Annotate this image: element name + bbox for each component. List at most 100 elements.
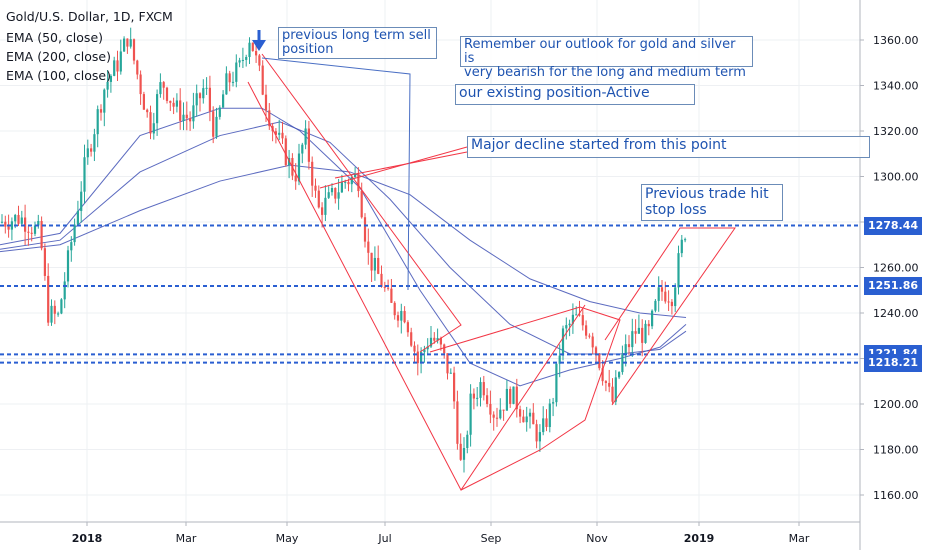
- candle-body: [17, 214, 20, 224]
- price-level-label: 1251.86: [864, 277, 922, 296]
- rising-channel: [604, 227, 736, 406]
- price-tick-label: 1360.00: [873, 34, 919, 47]
- candle-body: [466, 434, 469, 448]
- candle-body: [172, 102, 175, 107]
- candle-body: [80, 191, 83, 211]
- candle-body: [43, 248, 46, 276]
- candle-body: [410, 332, 413, 346]
- candle-body: [509, 388, 512, 404]
- price-level-label: 1218.21: [864, 353, 922, 372]
- candle-body: [489, 403, 492, 415]
- price-tick-label: 1180.00: [873, 444, 919, 457]
- candle-body: [360, 191, 363, 218]
- candle-body: [486, 395, 489, 404]
- candle-body: [159, 82, 162, 95]
- candle-body: [205, 87, 208, 89]
- candle-body: [482, 382, 485, 396]
- candle-body: [231, 81, 235, 83]
- candle-body: [321, 207, 324, 215]
- candle-body: [426, 346, 429, 350]
- candle-body: [393, 302, 396, 316]
- note-major-decline: Major decline started from this point: [467, 136, 870, 158]
- candle-body: [538, 432, 541, 442]
- candle-body: [344, 181, 347, 183]
- candle-body: [255, 50, 258, 56]
- candle-body: [33, 225, 37, 234]
- candle-body: [502, 409, 505, 411]
- downtrend-channel-upper: [261, 53, 462, 353]
- candle-body: [149, 112, 152, 134]
- candle-body: [400, 310, 403, 321]
- candle-body: [667, 301, 670, 303]
- candle-body: [660, 287, 664, 292]
- candle-body: [459, 443, 462, 460]
- candle-body: [657, 287, 660, 301]
- candle-body: [495, 417, 499, 419]
- time-tick-label: 2018: [72, 532, 103, 545]
- candle-body: [664, 291, 667, 302]
- candle-body: [314, 185, 317, 191]
- candle-body: [469, 393, 472, 435]
- candle-body: [571, 314, 574, 324]
- candle-body: [93, 134, 96, 152]
- candle-body: [136, 60, 139, 75]
- candle-body: [7, 226, 10, 230]
- candle-body: [297, 153, 301, 182]
- candle-body: [96, 109, 99, 135]
- candle-body: [654, 300, 657, 311]
- candle-body: [317, 190, 320, 208]
- candle-body: [73, 224, 76, 243]
- candle-body: [129, 39, 132, 47]
- candle-body: [367, 241, 370, 253]
- price-tick-label: 1300.00: [873, 171, 919, 184]
- ema-line: [0, 164, 687, 319]
- candle-body: [449, 372, 452, 374]
- candle-body: [57, 313, 60, 315]
- price-tick-label: 1320.00: [873, 125, 919, 138]
- candle-body: [413, 345, 416, 352]
- candle-body: [542, 418, 545, 433]
- candle-body: [66, 250, 70, 282]
- candle-body: [245, 56, 248, 60]
- time-tick-label: Mar: [789, 532, 810, 545]
- time-tick-label: May: [276, 532, 299, 545]
- candle-body: [4, 221, 7, 227]
- candle-body: [423, 349, 426, 353]
- candle-body: [525, 416, 528, 423]
- candle-body: [175, 100, 178, 107]
- candle-body: [380, 273, 383, 287]
- candle-body: [581, 315, 584, 326]
- candle-body: [680, 239, 683, 254]
- candle-body: [301, 144, 304, 154]
- note-previous-sell: previous long term sell position: [278, 27, 437, 59]
- candle-body: [53, 305, 56, 314]
- candle-body: [370, 252, 373, 271]
- candle-body: [420, 352, 423, 364]
- trendline-drawings: [247, 30, 736, 491]
- sell-arrow-icon: [252, 30, 266, 51]
- candle-body: [453, 372, 456, 402]
- candle-body: [274, 131, 277, 135]
- price-tick-label: 1260.00: [873, 262, 919, 275]
- candle-body: [565, 325, 568, 329]
- candle-body: [561, 328, 565, 356]
- candle-body: [294, 175, 297, 182]
- legend-ema200: EMA (200, close): [6, 49, 111, 64]
- candle-body: [10, 221, 13, 230]
- candle-body: [624, 344, 627, 355]
- candle-body: [406, 322, 409, 333]
- candle-body: [354, 173, 357, 178]
- candle-body: [222, 94, 225, 108]
- decline-pointer-2: [334, 151, 468, 179]
- candle-body: [50, 305, 53, 323]
- candle-body: [83, 157, 86, 192]
- candle-body: [522, 416, 525, 423]
- candle-body: [578, 314, 581, 316]
- candle-body: [251, 42, 254, 51]
- candle-body: [558, 355, 561, 364]
- candle-body: [63, 281, 66, 300]
- candle-body: [515, 386, 518, 410]
- candle-body: [588, 335, 591, 337]
- candle-body: [614, 377, 617, 402]
